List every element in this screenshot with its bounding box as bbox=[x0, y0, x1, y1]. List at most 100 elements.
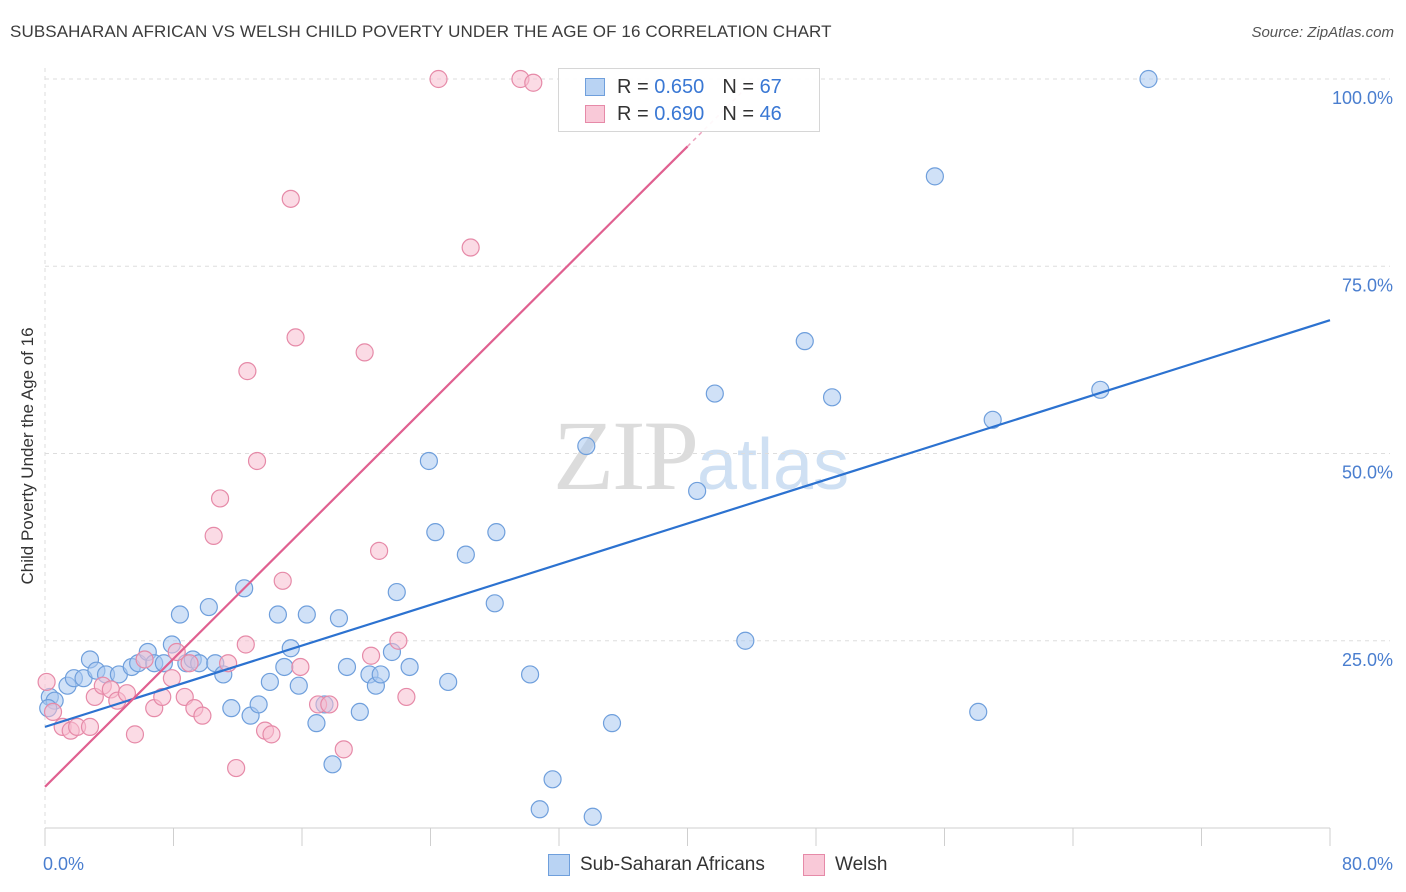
data-point-blue bbox=[307, 714, 326, 733]
legend-n-label: N = bbox=[722, 75, 754, 98]
data-point-blue bbox=[329, 609, 349, 628]
y-tick-label: 50.0% bbox=[1342, 463, 1393, 483]
y-tick-label: 75.0% bbox=[1342, 275, 1393, 295]
data-point-pink bbox=[389, 631, 408, 650]
data-points bbox=[37, 69, 1158, 826]
data-point-blue bbox=[222, 699, 241, 718]
legend-swatch-pink bbox=[585, 105, 605, 123]
data-point-blue bbox=[456, 545, 475, 564]
data-point-pink bbox=[236, 635, 255, 654]
data-point-pink bbox=[524, 73, 543, 92]
data-point-blue bbox=[275, 657, 294, 677]
trend-line-blue bbox=[44, 319, 1331, 728]
data-point-blue bbox=[249, 695, 268, 714]
data-point-pink bbox=[461, 238, 480, 257]
data-point-blue bbox=[260, 672, 279, 692]
data-point-blue bbox=[602, 714, 622, 733]
data-point-blue bbox=[520, 665, 540, 684]
chart-title: SUBSAHARAN AFRICAN VS WELSH CHILD POVERT… bbox=[10, 22, 832, 41]
data-point-blue bbox=[925, 167, 944, 186]
axis-labels: 25.0% 50.0% 75.0% 100.0% 0.0% 80.0% Child Pove… bbox=[18, 88, 1393, 874]
data-point-blue bbox=[350, 702, 369, 722]
trend-lines bbox=[44, 78, 1331, 788]
data-point-pink bbox=[43, 702, 63, 722]
data-point-pink bbox=[273, 571, 292, 590]
data-point-pink bbox=[193, 706, 212, 725]
data-point-pink bbox=[247, 451, 267, 471]
data-point-blue bbox=[577, 436, 596, 456]
data-point-blue bbox=[419, 451, 438, 471]
source-label: Source: ZipAtlas.com bbox=[1251, 24, 1394, 41]
data-point-blue bbox=[154, 654, 173, 673]
data-point-blue bbox=[337, 657, 357, 677]
data-point-pink bbox=[204, 526, 223, 545]
data-point-pink bbox=[125, 725, 145, 744]
data-point-blue bbox=[199, 597, 218, 617]
data-point-blue bbox=[688, 481, 707, 501]
data-point-blue bbox=[387, 582, 406, 602]
legend-n-label: N = bbox=[722, 102, 754, 125]
data-point-blue bbox=[323, 755, 342, 774]
data-point-pink bbox=[238, 362, 257, 381]
watermark-zip: ZIP bbox=[553, 400, 699, 511]
bottom-legend-blue: Sub-Saharan Africans bbox=[548, 852, 765, 878]
data-point-blue bbox=[485, 594, 504, 613]
data-point-pink bbox=[370, 541, 389, 560]
data-point-blue bbox=[426, 523, 445, 542]
data-point-pink bbox=[429, 69, 448, 89]
trend-line-pink bbox=[44, 145, 689, 788]
data-point-pink bbox=[355, 343, 374, 362]
y-tick-label: 100.0% bbox=[1332, 88, 1393, 108]
data-point-blue bbox=[268, 605, 288, 624]
x-tick-label: 0.0% bbox=[43, 854, 84, 874]
data-point-pink bbox=[397, 687, 416, 707]
data-point-pink bbox=[135, 650, 154, 669]
watermark: ZIPatlas bbox=[553, 398, 849, 513]
legend-swatch-blue bbox=[585, 78, 605, 96]
data-point-blue bbox=[543, 770, 562, 789]
legend-r-label: R = bbox=[617, 102, 649, 125]
data-point-pink bbox=[262, 725, 281, 744]
legend-r-value: 0.690 bbox=[654, 102, 705, 125]
data-point-pink bbox=[167, 642, 186, 662]
data-point-pink bbox=[80, 717, 100, 736]
data-point-blue bbox=[530, 800, 549, 819]
legend-r-label: R = bbox=[617, 75, 649, 98]
data-point-blue bbox=[795, 332, 814, 351]
data-point-blue bbox=[1139, 69, 1158, 89]
data-point-blue bbox=[371, 665, 390, 684]
data-point-pink bbox=[334, 740, 353, 759]
legend-n-value: 46 bbox=[759, 102, 782, 125]
y-axis-label: Child Poverty Under the Age of 16 bbox=[18, 327, 37, 584]
data-point-blue bbox=[583, 807, 602, 826]
legend-row-pink: R = 0.690 N = 46 bbox=[585, 101, 782, 127]
x-tick-label: 80.0% bbox=[1342, 854, 1393, 874]
data-point-blue bbox=[969, 702, 988, 722]
data-point-pink bbox=[291, 657, 310, 677]
legend-row-blue: R = 0.650 N = 67 bbox=[585, 74, 782, 100]
data-point-pink bbox=[227, 758, 246, 778]
data-point-blue bbox=[297, 605, 316, 624]
data-point-blue bbox=[439, 672, 458, 692]
data-point-pink bbox=[37, 672, 56, 692]
bottom-legend-swatch-pink bbox=[803, 854, 825, 876]
bottom-legend-pink: Welsh bbox=[803, 852, 887, 878]
data-point-blue bbox=[487, 523, 506, 542]
data-point-pink bbox=[320, 695, 339, 714]
data-point-blue bbox=[170, 605, 190, 624]
bottom-legend-label-pink: Welsh bbox=[835, 854, 888, 875]
data-point-blue bbox=[289, 676, 308, 695]
axes bbox=[44, 827, 1331, 846]
legend-r-value: 0.650 bbox=[654, 75, 705, 98]
y-tick-label: 25.0% bbox=[1342, 650, 1393, 670]
data-point-blue bbox=[705, 384, 724, 403]
data-point-blue bbox=[400, 657, 419, 677]
legend: R = 0.650 N = 67 R = 0.690 N = 46 bbox=[558, 68, 820, 132]
data-point-pink bbox=[286, 328, 305, 347]
bottom-legend-label-blue: Sub-Saharan Africans bbox=[580, 854, 765, 875]
bottom-legend-swatch-blue bbox=[548, 854, 570, 876]
watermark-atlas: atlas bbox=[697, 425, 850, 505]
legend-n-value: 67 bbox=[759, 75, 782, 98]
data-point-pink bbox=[180, 654, 199, 673]
